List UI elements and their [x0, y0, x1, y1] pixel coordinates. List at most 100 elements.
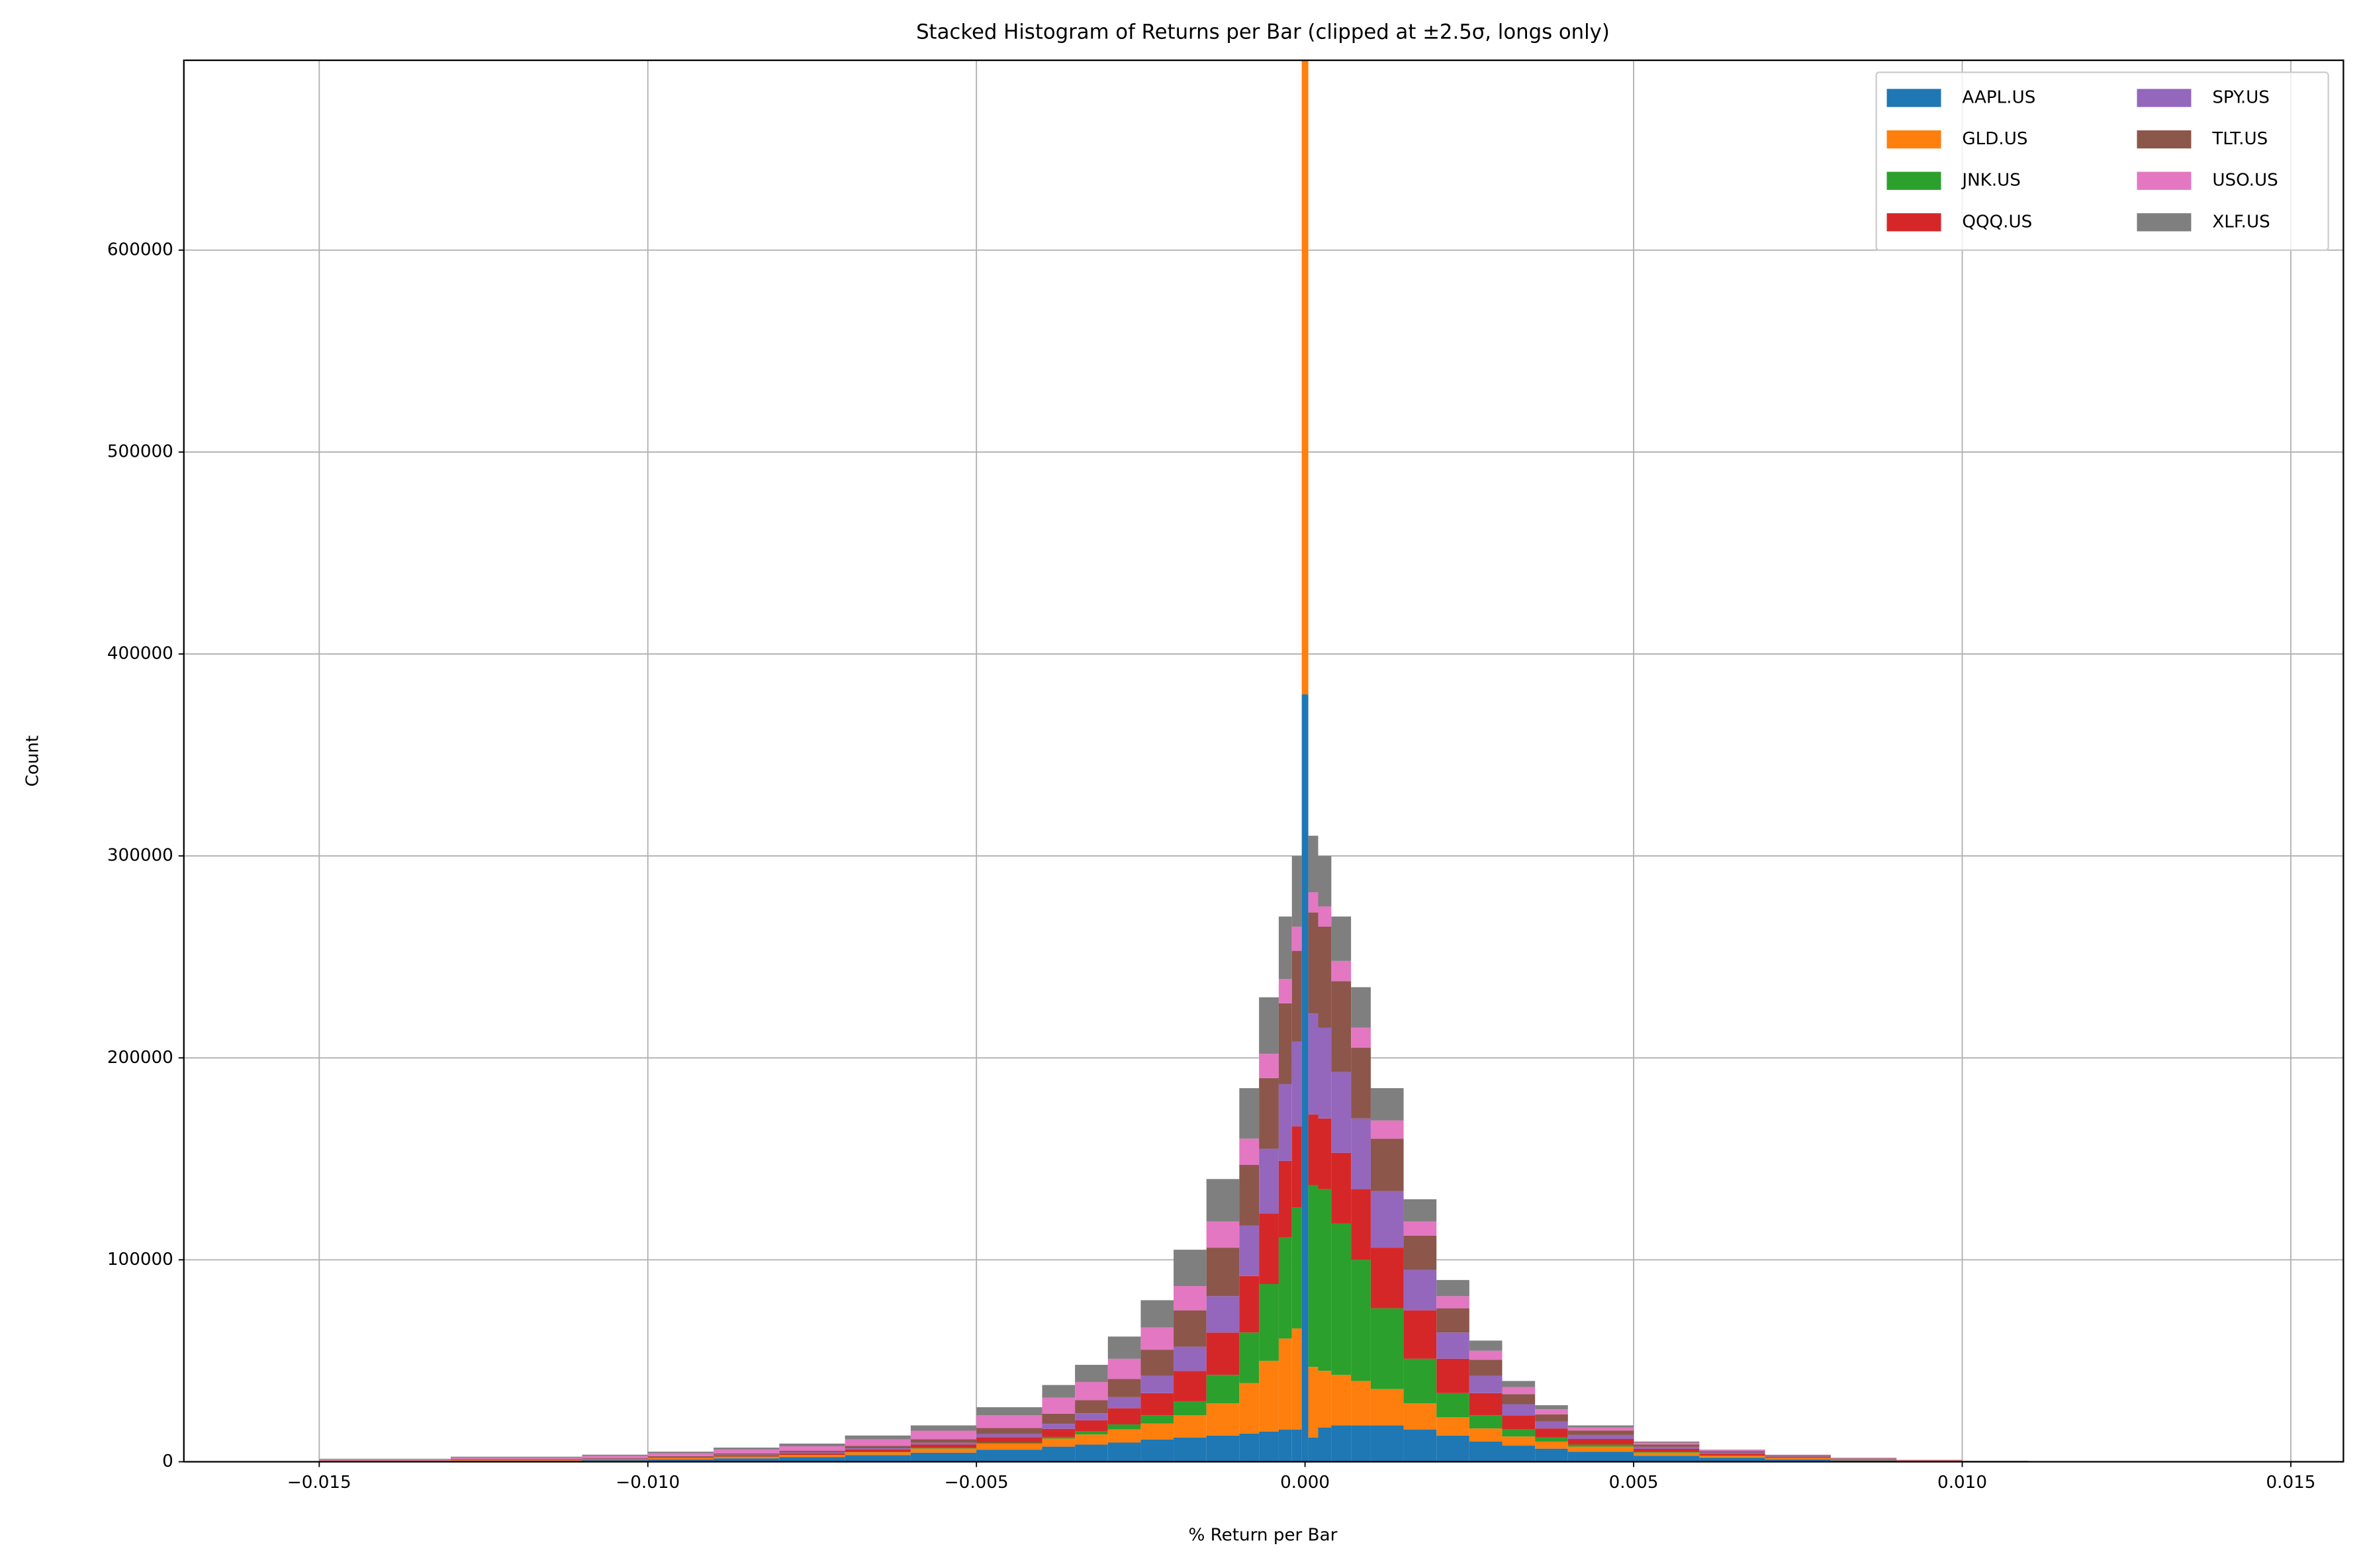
- x-tick-label: −0.005: [945, 1473, 1009, 1493]
- histogram-bar: [1699, 1453, 1765, 1456]
- histogram-bar: [714, 1455, 780, 1457]
- histogram-bar: [1107, 1358, 1141, 1379]
- histogram-bar: [1318, 906, 1332, 927]
- histogram-bar: [976, 1428, 1042, 1434]
- histogram-bar: [1830, 1458, 1897, 1459]
- histogram-bar: [845, 1448, 911, 1450]
- legend-swatch: [2137, 213, 2192, 232]
- histogram-bar: [1291, 1328, 1302, 1430]
- histogram-bar: [1535, 1414, 1568, 1422]
- histogram-bar: [1206, 1221, 1240, 1248]
- histogram-bar: [1291, 1041, 1302, 1127]
- histogram-bar: [1301, 60, 1309, 695]
- histogram-bar: [1318, 856, 1332, 907]
- histogram-bar: [714, 1453, 780, 1455]
- histogram-bar: [582, 1454, 648, 1456]
- histogram-bar: [779, 1444, 845, 1446]
- histogram-bar: [1278, 1429, 1292, 1462]
- histogram-bar: [1502, 1394, 1536, 1405]
- histogram-bar: [1107, 1397, 1141, 1408]
- histogram-bar: [1370, 1138, 1404, 1191]
- x-tick-label: −0.010: [616, 1473, 680, 1493]
- histogram-bar: [1308, 1437, 1319, 1462]
- histogram-bar: [1042, 1397, 1076, 1414]
- y-tick-label: 600000: [107, 240, 173, 259]
- histogram-bar: [1291, 1429, 1302, 1462]
- histogram-bar: [1634, 1452, 1700, 1453]
- histogram-bar: [1174, 1401, 1207, 1416]
- histogram-bar: [1331, 1072, 1352, 1153]
- histogram-bar: [647, 1457, 714, 1459]
- histogram-bar: [1567, 1425, 1634, 1428]
- histogram-bar: [1308, 1114, 1319, 1185]
- histogram-bar: [1308, 912, 1319, 1014]
- histogram-bar: [910, 1430, 977, 1440]
- legend-swatch: [2137, 171, 2192, 190]
- histogram-bar: [1140, 1350, 1174, 1376]
- histogram-bar: [1830, 1457, 1897, 1459]
- histogram-bar: [1436, 1308, 1469, 1333]
- histogram-bar: [1699, 1452, 1765, 1454]
- histogram-bar: [1469, 1350, 1503, 1360]
- histogram-bar: [1567, 1434, 1634, 1440]
- histogram-bar: [1259, 1054, 1279, 1078]
- histogram-bar: [1699, 1451, 1765, 1453]
- histogram-bar: [1140, 1415, 1174, 1424]
- histogram-bar: [1278, 1160, 1292, 1238]
- histogram-bar: [1699, 1455, 1765, 1458]
- histogram-bar: [1291, 926, 1302, 951]
- histogram-bar: [976, 1415, 1042, 1428]
- histogram-bar: [1174, 1415, 1207, 1438]
- histogram-bar: [1403, 1310, 1437, 1359]
- histogram-bar: [1370, 1425, 1404, 1462]
- histogram-bar: [1107, 1379, 1141, 1397]
- legend-label: XLF.US: [2212, 212, 2270, 232]
- y-axis-label: Count: [23, 735, 43, 787]
- histogram-bar: [1075, 1431, 1108, 1435]
- histogram-bar: [1436, 1296, 1469, 1309]
- histogram-bar: [779, 1453, 845, 1455]
- histogram-bar: [1174, 1346, 1207, 1371]
- histogram-bar: [1331, 981, 1352, 1072]
- histogram-bar: [845, 1452, 911, 1455]
- histogram-bar: [1259, 1431, 1279, 1462]
- histogram-bar: [1239, 1088, 1260, 1139]
- histogram-bar: [1351, 1189, 1371, 1260]
- histogram-bar: [1535, 1409, 1568, 1414]
- histogram-bar: [1291, 1127, 1302, 1208]
- histogram-bar: [1318, 926, 1332, 1028]
- histogram-bar: [1403, 1269, 1437, 1311]
- histogram-bar: [1535, 1428, 1568, 1438]
- histogram-bar: [1239, 1433, 1260, 1462]
- x-axis-label: % Return per Bar: [1188, 1526, 1337, 1545]
- histogram-bar: [779, 1455, 845, 1457]
- histogram-bar: [1042, 1428, 1076, 1437]
- histogram-bar: [1699, 1457, 1765, 1462]
- histogram-bar: [1331, 1223, 1352, 1375]
- histogram-bar: [1567, 1430, 1634, 1435]
- histogram-bar: [1370, 1248, 1404, 1309]
- x-tick-label: 0.015: [2266, 1473, 2316, 1493]
- histogram-bar: [1502, 1415, 1536, 1430]
- histogram-bar: [1308, 892, 1319, 913]
- histogram-bar: [1469, 1375, 1503, 1393]
- histogram-bar: [1331, 916, 1352, 961]
- histogram-bar: [1765, 1455, 1831, 1457]
- histogram-bar: [1351, 1118, 1371, 1189]
- histogram-bar: [1403, 1235, 1437, 1270]
- legend-label: AAPL.US: [1962, 87, 2035, 107]
- histogram-bar: [1370, 1389, 1404, 1426]
- histogram-bar: [845, 1435, 911, 1440]
- histogram-bar: [1403, 1199, 1437, 1222]
- legend-label: TLT.US: [2211, 129, 2268, 149]
- legend-swatch: [1886, 130, 1941, 149]
- histogram-bar: [1174, 1437, 1207, 1462]
- histogram-bar: [1291, 1207, 1302, 1329]
- histogram-bar: [1765, 1459, 1831, 1462]
- histogram-bar: [1075, 1365, 1108, 1382]
- y-tick-label: 200000: [107, 1048, 173, 1068]
- histogram-bar: [647, 1455, 714, 1457]
- histogram-bar: [1502, 1404, 1536, 1416]
- x-tick-label: 0.010: [1937, 1473, 1987, 1493]
- histogram-bar: [1436, 1417, 1469, 1436]
